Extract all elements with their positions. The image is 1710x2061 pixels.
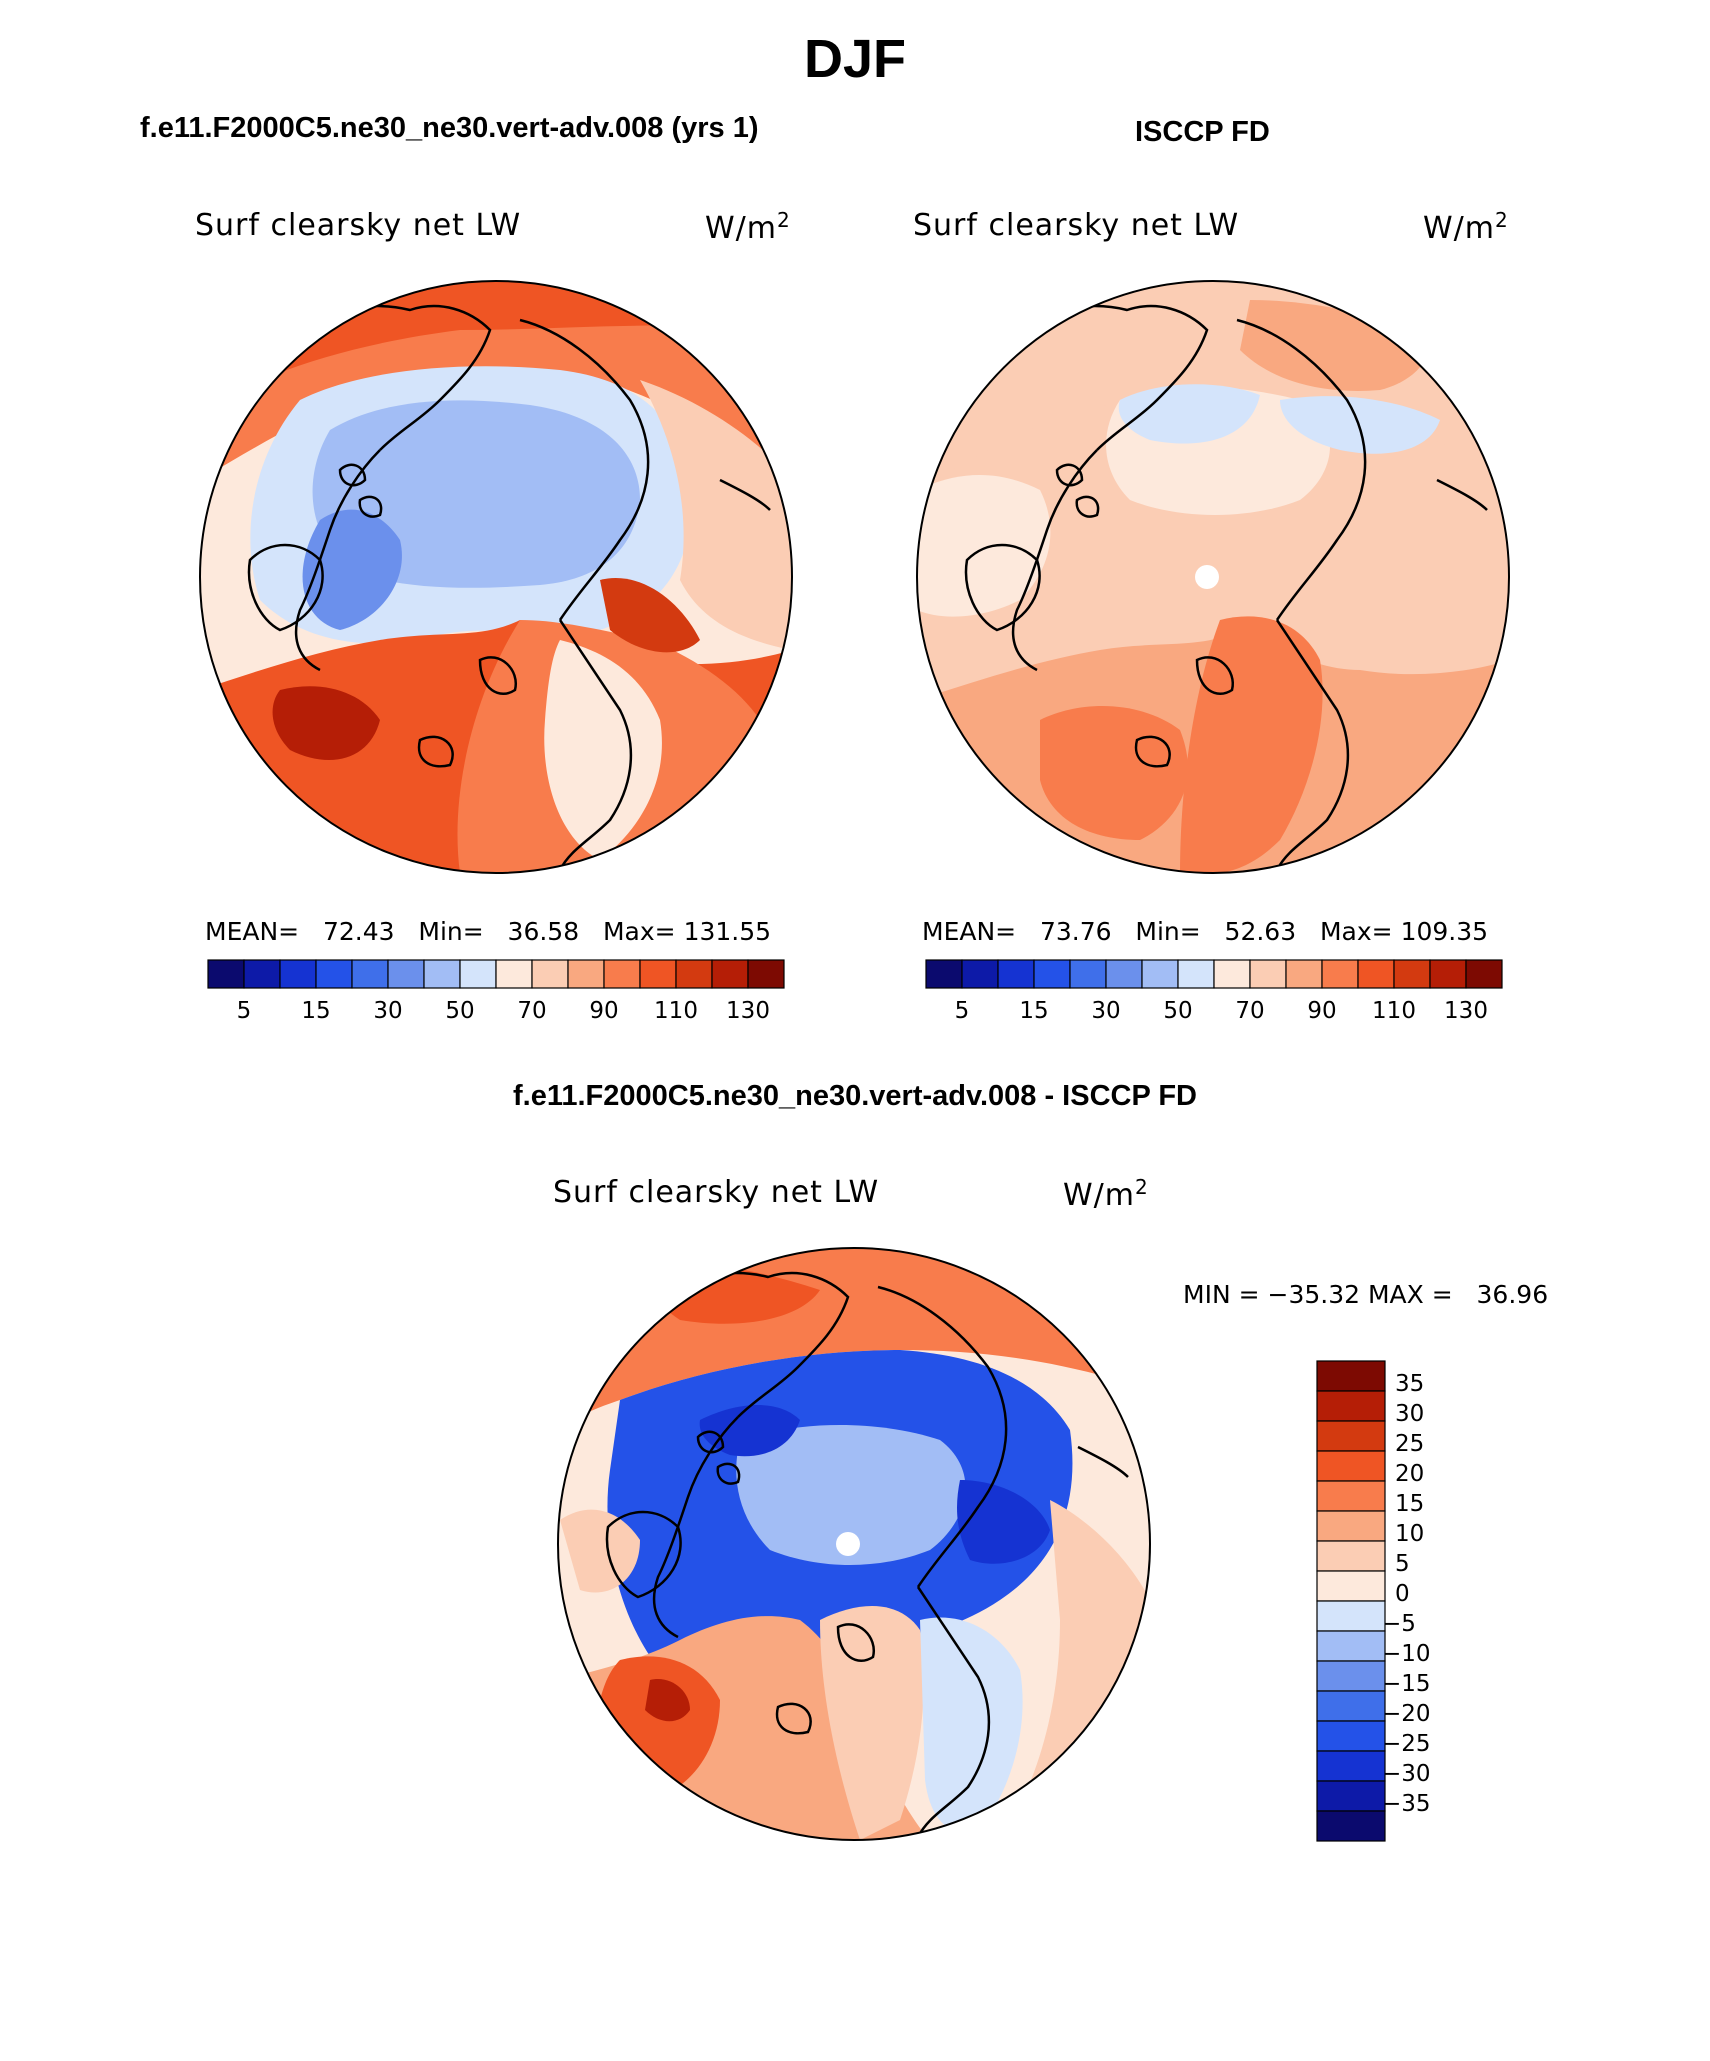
colorbar-tick-label: 50 <box>445 998 475 1024</box>
panel-model-field-label: Surf clearsky net LW <box>195 208 522 243</box>
colorbar-tick-label: −15 <box>1382 1671 1431 1697</box>
colorbar-swatch <box>1316 1570 1386 1602</box>
colorbar-swatch <box>279 959 317 989</box>
colorbar-tick-label: −35 <box>1382 1791 1431 1817</box>
colorbar-tick-label: 50 <box>1163 998 1193 1024</box>
colorbar-tick-label: −20 <box>1382 1701 1431 1727</box>
colorbar-swatch <box>1316 1540 1386 1572</box>
colorbar-tick-label: 5 <box>1395 1551 1410 1577</box>
panel-obs-map <box>916 280 1510 874</box>
panel-obs-colorbar <box>925 959 1503 989</box>
panel-model-stats: MEAN= 72.43 Min= 36.58 Max= 131.55 <box>205 917 772 946</box>
panel-diff-stats: MIN = −35.32 MAX = 36.96 <box>1183 1280 1549 1309</box>
colorbar-tick-label: −5 <box>1382 1611 1416 1637</box>
colorbar-tick-label: −30 <box>1382 1761 1431 1787</box>
colorbar-swatch <box>1316 1630 1386 1662</box>
colorbar-swatch <box>1249 959 1287 989</box>
colorbar-swatch <box>1285 959 1323 989</box>
colorbar-tick-label: 15 <box>1019 998 1049 1024</box>
panel-model-units: W/m2 <box>705 208 791 246</box>
colorbar-tick-label: 35 <box>1395 1371 1425 1397</box>
colorbar-swatch <box>997 959 1035 989</box>
colorbar-swatch <box>1069 959 1107 989</box>
colorbar-tick-label: 90 <box>1307 998 1337 1024</box>
colorbar-tick-label: 130 <box>1444 998 1488 1024</box>
colorbar-swatch <box>1357 959 1395 989</box>
colorbar-tick-label: 30 <box>1091 998 1121 1024</box>
colorbar-swatch <box>1393 959 1431 989</box>
panel-model-colorbar <box>207 959 785 989</box>
colorbar-swatch <box>567 959 605 989</box>
colorbar-tick-label: 15 <box>1395 1491 1425 1517</box>
colorbar-swatch <box>711 959 749 989</box>
colorbar-tick-label: 70 <box>1235 998 1265 1024</box>
colorbar-tick-label: −25 <box>1382 1731 1431 1757</box>
colorbar-swatch <box>1177 959 1215 989</box>
colorbar-tick-label: 5 <box>236 998 252 1024</box>
colorbar-swatch <box>1316 1750 1386 1782</box>
panel-diff-field-label: Surf clearsky net LW <box>553 1175 880 1210</box>
colorbar-swatch <box>639 959 677 989</box>
colorbar-tick-label: 5 <box>954 998 970 1024</box>
panel-obs-field-label: Surf clearsky net LW <box>913 208 1240 243</box>
colorbar-tick-label: −10 <box>1382 1641 1431 1667</box>
figure-title: DJF <box>803 29 906 89</box>
panel-obs-stats: MEAN= 73.76 Min= 52.63 Max= 109.35 <box>922 917 1489 946</box>
colorbar-tick-label: 15 <box>301 998 331 1024</box>
colorbar-swatch <box>531 959 569 989</box>
colorbar-swatch <box>207 959 245 989</box>
panel-diff-colorbar <box>1316 1360 1386 1842</box>
colorbar-swatch <box>1316 1720 1386 1752</box>
colorbar-tick-label: 25 <box>1395 1431 1425 1457</box>
colorbar-swatch <box>1105 959 1143 989</box>
colorbar-swatch <box>1316 1420 1386 1452</box>
colorbar-tick-label: 20 <box>1395 1461 1425 1487</box>
colorbar-swatch <box>1321 959 1359 989</box>
colorbar-swatch <box>243 959 281 989</box>
panel-model-case-title: f.e11.F2000C5.ne30_ne30.vert-adv.008 (yr… <box>140 112 759 144</box>
colorbar-swatch <box>423 959 461 989</box>
colorbar-swatch <box>1316 1390 1386 1422</box>
colorbar-tick-label: 110 <box>654 998 698 1024</box>
colorbar-swatch <box>1213 959 1251 989</box>
colorbar-tick-label: 30 <box>1395 1401 1425 1427</box>
colorbar-tick-label: 70 <box>517 998 547 1024</box>
colorbar-swatch <box>459 959 497 989</box>
colorbar-swatch <box>1316 1480 1386 1512</box>
colorbar-swatch <box>1316 1660 1386 1692</box>
colorbar-tick-label: 10 <box>1395 1521 1425 1547</box>
colorbar-swatch <box>1429 959 1467 989</box>
colorbar-swatch <box>1316 1690 1386 1722</box>
colorbar-swatch <box>1316 1600 1386 1632</box>
panel-obs-units: W/m2 <box>1423 208 1509 246</box>
colorbar-tick-label: 30 <box>373 998 403 1024</box>
colorbar-swatch <box>675 959 713 989</box>
colorbar-swatch <box>961 959 999 989</box>
colorbar-swatch <box>1316 1360 1386 1392</box>
colorbar-swatch <box>747 959 785 989</box>
colorbar-swatch <box>925 959 963 989</box>
colorbar-swatch <box>1316 1510 1386 1542</box>
colorbar-swatch <box>351 959 389 989</box>
colorbar-swatch <box>1033 959 1071 989</box>
colorbar-swatch <box>315 959 353 989</box>
colorbar-swatch <box>1141 959 1179 989</box>
panel-model-map <box>199 280 793 874</box>
colorbar-swatch <box>1316 1450 1386 1482</box>
panel-diff-map <box>557 1247 1151 1841</box>
colorbar-tick-label: 90 <box>589 998 619 1024</box>
colorbar-swatch <box>387 959 425 989</box>
panel-obs-case-title: ISCCP FD <box>1135 116 1270 148</box>
colorbar-swatch <box>495 959 533 989</box>
colorbar-swatch <box>603 959 641 989</box>
colorbar-swatch <box>1465 959 1503 989</box>
colorbar-tick-label: 0 <box>1395 1581 1410 1607</box>
colorbar-swatch <box>1316 1780 1386 1812</box>
diff-title: f.e11.F2000C5.ne30_ne30.vert-adv.008 - I… <box>512 1080 1197 1112</box>
panel-diff-units: W/m2 <box>1063 1175 1149 1213</box>
colorbar-tick-label: 110 <box>1372 998 1416 1024</box>
colorbar-tick-label: 130 <box>726 998 770 1024</box>
colorbar-swatch <box>1316 1810 1386 1842</box>
